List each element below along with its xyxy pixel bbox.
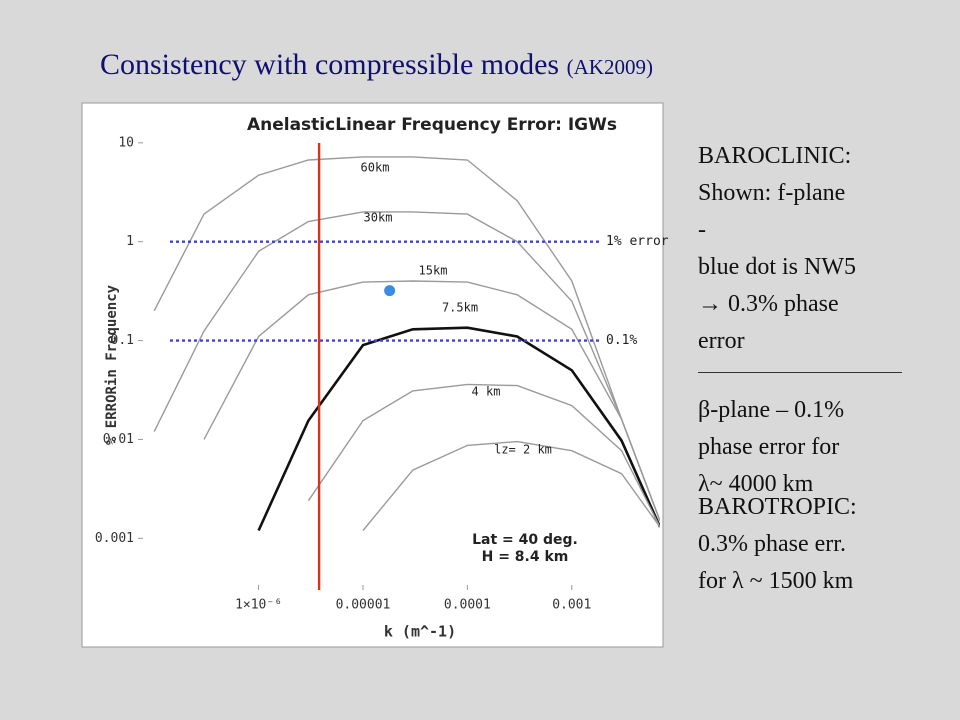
baroclinic-text: BAROCLINIC: Shown: f-plane - blue dot is NW… xyxy=(698,138,856,360)
reference-label: 1% error xyxy=(606,234,669,249)
annotation: Lat = 40 deg. xyxy=(472,532,578,548)
x-axis-label: k (m^-1) xyxy=(384,623,456,641)
reference-label: 0.1% xyxy=(606,333,637,348)
curve-label: 7.5km xyxy=(442,301,478,315)
text-line: phase error for xyxy=(698,434,840,460)
curve xyxy=(153,156,660,522)
y-axis-label: % ERRORin Frequency xyxy=(104,284,120,445)
beta-text: β-plane – 0.1% phase error for λ~ 4000 km xyxy=(698,392,844,503)
text-line: Shown: f-plane xyxy=(698,180,846,206)
x-tick-label: 1×10⁻⁶ xyxy=(235,598,282,613)
title-note: (AK2009) xyxy=(566,55,653,79)
text-line: β-plane – 0.1% xyxy=(698,397,845,423)
curve xyxy=(307,383,660,528)
x-tick-label: 0.0001 xyxy=(444,598,491,613)
curve-label: 60km xyxy=(361,161,390,175)
chart-frame xyxy=(81,102,664,648)
curve xyxy=(257,326,660,532)
text-line: blue dot is NW5 xyxy=(698,254,856,280)
barotropic-text: BAROTROPIC: 0.3% phase err. for λ ~ 1500 k… xyxy=(698,489,857,600)
x-tick-label: 0.00001 xyxy=(336,598,391,613)
y-tick-label: 0.001 xyxy=(95,531,134,546)
y-tick-label: 0.1 xyxy=(111,333,134,348)
annotation: H = 8.4 km xyxy=(482,549,569,565)
curve xyxy=(203,280,660,522)
point xyxy=(384,285,396,297)
curve-label: 15km xyxy=(419,264,448,278)
plot-area xyxy=(153,156,660,532)
text-line: error xyxy=(698,328,745,354)
y-tick-label: 0.01 xyxy=(103,432,134,447)
chart-title: AnelasticLinear Frequency Error: IGWs xyxy=(247,115,617,135)
y-tick-label: 10 xyxy=(118,135,134,150)
curve-label: 30km xyxy=(364,211,393,225)
text-line: BAROCLINIC: xyxy=(698,143,852,169)
separator xyxy=(698,372,902,373)
text-line: for λ ~ 1500 km xyxy=(698,568,854,594)
text-line: - xyxy=(698,217,706,243)
text-line: → 0.3% phase xyxy=(698,291,839,317)
text-line: BAROTROPIC: xyxy=(698,494,857,520)
text-line: 0.3% phase err. xyxy=(698,531,846,557)
y-tick-label: 1 xyxy=(126,234,134,249)
curve xyxy=(362,440,660,531)
slide-title: Consistency with compressible modes (AK2… xyxy=(100,48,653,82)
curve xyxy=(153,211,660,522)
title-text: Consistency with compressible modes xyxy=(100,48,560,81)
curve-label: lz= 2 km xyxy=(494,443,552,457)
text-line: λ~ 4000 km xyxy=(698,471,814,497)
curve-label: 4 km xyxy=(472,385,501,399)
x-tick-label: 0.001 xyxy=(552,598,591,613)
